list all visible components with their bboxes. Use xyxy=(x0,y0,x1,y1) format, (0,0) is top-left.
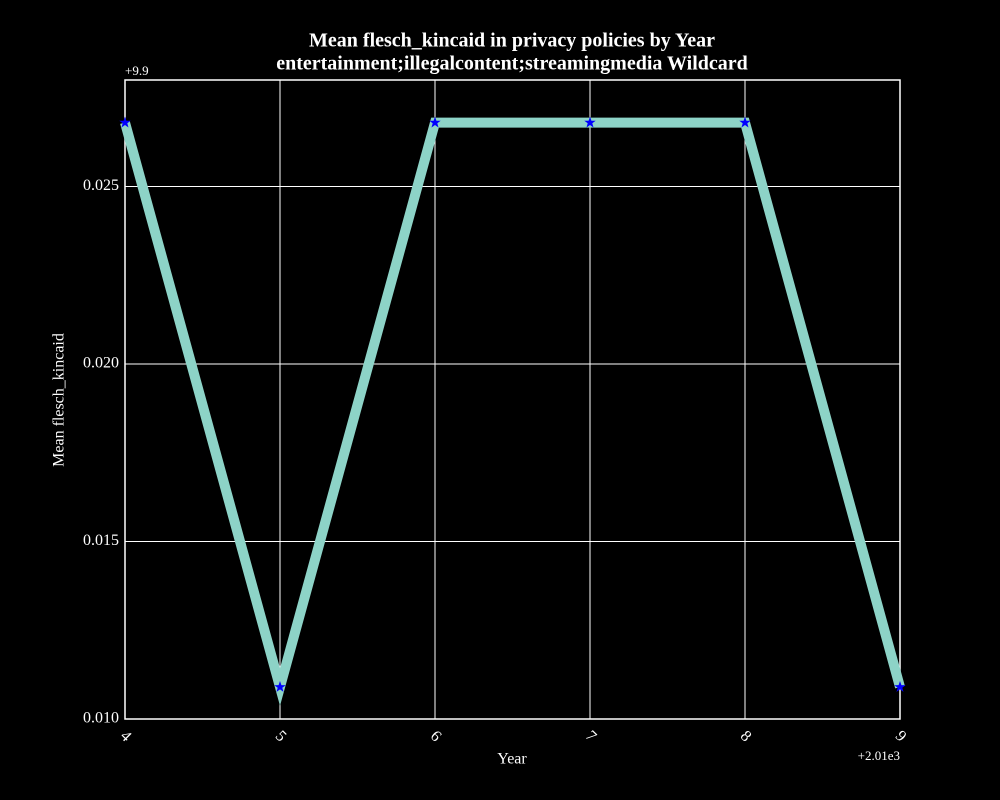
point-marker xyxy=(894,681,906,692)
y-tick-label: 0.010 xyxy=(83,710,119,727)
point-marker xyxy=(429,116,441,128)
y-axis-label: Mean flesch_kincaid xyxy=(51,333,68,467)
y-tick-label: 0.020 xyxy=(83,355,119,372)
y-tick-label: 0.025 xyxy=(83,177,119,194)
plot-frame xyxy=(124,79,901,720)
chart-subtitle: entertainment;illegalcontent;streamingme… xyxy=(276,53,748,75)
point-marker xyxy=(274,681,286,692)
point-marker xyxy=(584,116,596,128)
line-series xyxy=(120,117,905,706)
y-offset: +9.9 xyxy=(125,63,149,78)
y-tick-label: 0.015 xyxy=(83,532,119,549)
point-marker xyxy=(739,116,751,128)
point-marker xyxy=(119,116,131,128)
x-offset: +2.01e3 xyxy=(858,748,900,763)
x-axis-label: Year xyxy=(497,751,527,768)
chart-title: Mean flesch_kincaid in privacy policies … xyxy=(309,30,715,52)
